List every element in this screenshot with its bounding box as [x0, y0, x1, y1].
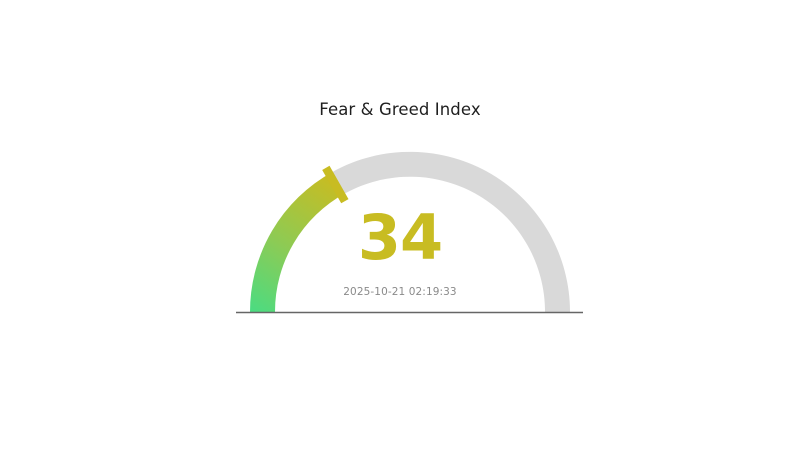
- gauge-value-text: 34: [357, 201, 443, 274]
- gauge-value-marker: [322, 165, 349, 204]
- gauge-timestamp-text: 2025-10-21 02:19:33: [343, 286, 457, 298]
- gauge-value-arc: [249, 171, 345, 312]
- gauge-track-arc: [332, 151, 571, 312]
- chart-title: Fear & Greed Index: [319, 100, 481, 119]
